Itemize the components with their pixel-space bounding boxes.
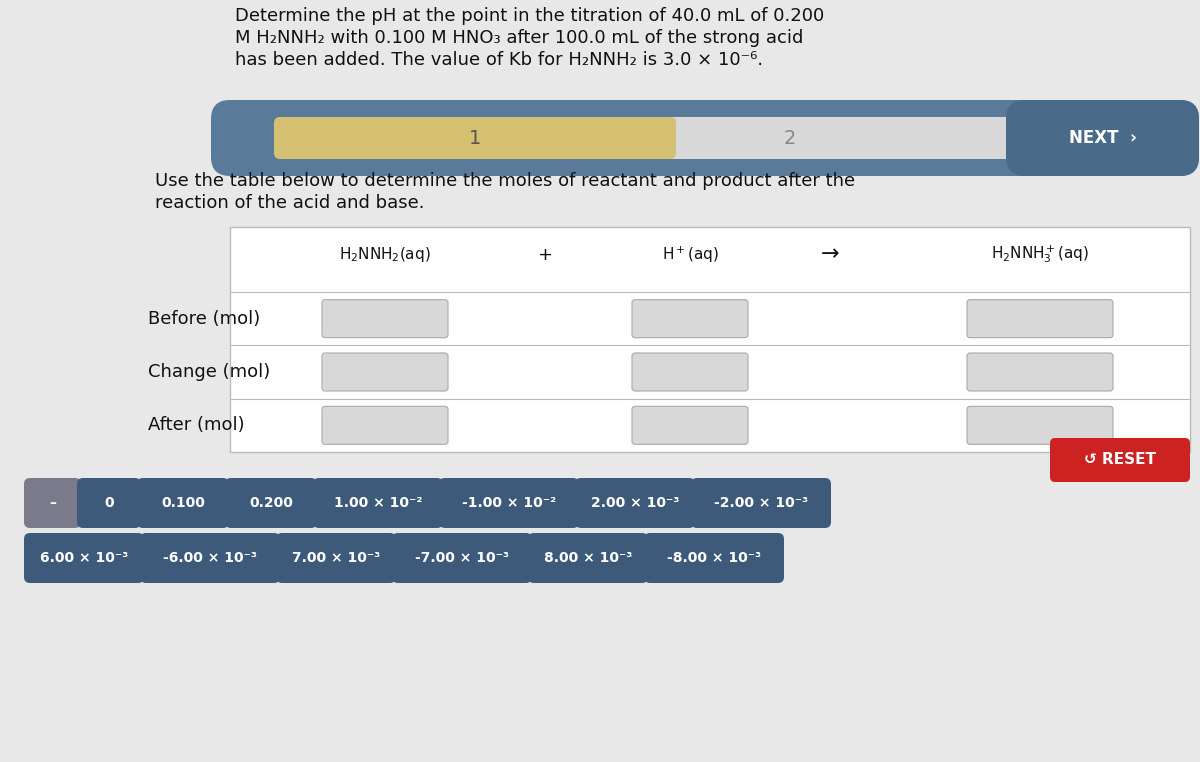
Text: H$_2$NNH$_2$(aq): H$_2$NNH$_2$(aq) bbox=[340, 245, 431, 264]
Text: 0.200: 0.200 bbox=[250, 496, 293, 510]
FancyBboxPatch shape bbox=[274, 117, 676, 159]
Text: After (mol): After (mol) bbox=[148, 416, 245, 434]
FancyBboxPatch shape bbox=[967, 353, 1114, 391]
FancyBboxPatch shape bbox=[276, 533, 396, 583]
Text: Use the table below to determine the moles of reactant and product after the: Use the table below to determine the mol… bbox=[155, 172, 856, 190]
Text: Change (mol): Change (mol) bbox=[148, 363, 270, 381]
Text: 1.00 × 10⁻²: 1.00 × 10⁻² bbox=[334, 496, 422, 510]
FancyBboxPatch shape bbox=[24, 478, 82, 528]
Text: has been added. The value of Kb for H₂NNH₂ is 3.0 × 10⁻⁶.: has been added. The value of Kb for H₂NN… bbox=[235, 51, 763, 69]
Text: reaction of the acid and base.: reaction of the acid and base. bbox=[155, 194, 425, 212]
Text: ↺ RESET: ↺ RESET bbox=[1084, 453, 1156, 468]
Text: 8.00 × 10⁻³: 8.00 × 10⁻³ bbox=[544, 551, 632, 565]
Text: 2: 2 bbox=[784, 129, 796, 148]
FancyBboxPatch shape bbox=[226, 478, 317, 528]
Text: -1.00 × 10⁻²: -1.00 × 10⁻² bbox=[462, 496, 556, 510]
FancyBboxPatch shape bbox=[439, 478, 580, 528]
FancyBboxPatch shape bbox=[632, 299, 748, 338]
Text: →: → bbox=[821, 245, 839, 264]
Text: NEXT  ›: NEXT › bbox=[1068, 129, 1136, 147]
FancyBboxPatch shape bbox=[575, 478, 695, 528]
FancyBboxPatch shape bbox=[496, 117, 1024, 159]
FancyBboxPatch shape bbox=[1006, 100, 1199, 176]
Text: 1: 1 bbox=[469, 129, 481, 148]
Text: 0.100: 0.100 bbox=[161, 496, 205, 510]
Text: 6.00 × 10⁻³: 6.00 × 10⁻³ bbox=[40, 551, 128, 565]
Text: -8.00 × 10⁻³: -8.00 × 10⁻³ bbox=[667, 551, 761, 565]
Text: -6.00 × 10⁻³: -6.00 × 10⁻³ bbox=[163, 551, 257, 565]
Text: M H₂NNH₂ with 0.100 M HNO₃ after 100.0 mL of the strong acid: M H₂NNH₂ with 0.100 M HNO₃ after 100.0 m… bbox=[235, 29, 803, 47]
FancyBboxPatch shape bbox=[24, 533, 144, 583]
Text: Determine the pH at the point in the titration of 40.0 mL of 0.200: Determine the pH at the point in the tit… bbox=[235, 7, 824, 25]
FancyBboxPatch shape bbox=[632, 353, 748, 391]
FancyBboxPatch shape bbox=[528, 533, 648, 583]
Text: –: – bbox=[49, 496, 56, 510]
FancyBboxPatch shape bbox=[967, 406, 1114, 444]
Polygon shape bbox=[230, 227, 1190, 452]
FancyBboxPatch shape bbox=[322, 353, 448, 391]
Text: -7.00 × 10⁻³: -7.00 × 10⁻³ bbox=[415, 551, 509, 565]
FancyBboxPatch shape bbox=[392, 533, 532, 583]
FancyBboxPatch shape bbox=[137, 478, 229, 528]
FancyBboxPatch shape bbox=[967, 299, 1114, 338]
Text: 7.00 × 10⁻³: 7.00 × 10⁻³ bbox=[292, 551, 380, 565]
FancyBboxPatch shape bbox=[322, 299, 448, 338]
Text: Before (mol): Before (mol) bbox=[148, 309, 260, 328]
FancyBboxPatch shape bbox=[691, 478, 830, 528]
FancyBboxPatch shape bbox=[632, 406, 748, 444]
FancyBboxPatch shape bbox=[1050, 438, 1190, 482]
Text: H$^+$(aq): H$^+$(aq) bbox=[661, 245, 719, 264]
Text: -2.00 × 10⁻³: -2.00 × 10⁻³ bbox=[714, 496, 808, 510]
Text: +: + bbox=[538, 245, 552, 264]
FancyBboxPatch shape bbox=[322, 406, 448, 444]
FancyBboxPatch shape bbox=[77, 478, 142, 528]
Text: 0: 0 bbox=[104, 496, 114, 510]
FancyBboxPatch shape bbox=[211, 100, 1199, 176]
FancyBboxPatch shape bbox=[140, 533, 280, 583]
Text: H$_2$NNH$_3^+$(aq): H$_2$NNH$_3^+$(aq) bbox=[991, 244, 1088, 265]
FancyBboxPatch shape bbox=[313, 478, 443, 528]
FancyBboxPatch shape bbox=[644, 533, 784, 583]
Text: 2.00 × 10⁻³: 2.00 × 10⁻³ bbox=[590, 496, 679, 510]
